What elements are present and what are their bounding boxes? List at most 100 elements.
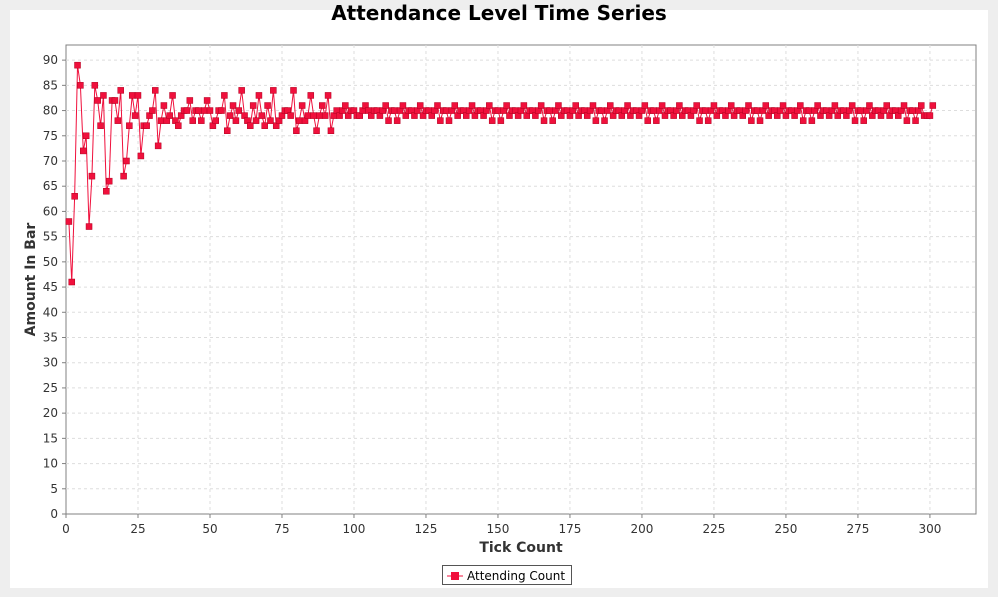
data-point (304, 112, 312, 119)
data-point (555, 102, 562, 109)
series-markers (65, 61, 937, 286)
data-point (727, 102, 735, 109)
data-point (745, 102, 752, 109)
data-point (748, 117, 755, 124)
data-point (258, 112, 266, 119)
data-point (592, 117, 600, 124)
data-point (296, 117, 303, 124)
y-tick-label: 0 (50, 507, 58, 521)
data-point (232, 117, 240, 124)
data-point (298, 102, 306, 109)
data-point (808, 117, 816, 124)
data-point (866, 102, 873, 109)
data-point (520, 102, 528, 109)
data-point (753, 107, 761, 114)
y-tick-label: 15 (43, 431, 58, 445)
data-point (198, 117, 205, 124)
data-point (195, 107, 202, 114)
y-tick-label: 60 (43, 204, 58, 218)
data-point (183, 107, 191, 114)
data-point (814, 102, 821, 109)
data-point (206, 107, 214, 114)
data-point (702, 107, 709, 114)
data-point (442, 107, 450, 114)
data-point (307, 92, 315, 99)
data-point (134, 92, 142, 99)
y-tick-label: 30 (43, 356, 58, 370)
data-point (160, 102, 168, 109)
data-point (704, 117, 712, 124)
data-point (851, 117, 859, 124)
data-point (149, 107, 156, 114)
data-point (926, 112, 934, 119)
data-point (316, 112, 323, 119)
y-tick-label: 5 (50, 482, 58, 496)
data-point (235, 107, 243, 114)
data-point (157, 117, 165, 124)
data-point (321, 112, 329, 119)
data-point (94, 97, 101, 104)
chart-title: Attendance Level Time Series (331, 1, 667, 25)
x-tick-label: 0 (62, 522, 70, 536)
data-point (653, 117, 660, 124)
data-point (641, 102, 649, 109)
x-tick-label: 150 (487, 522, 510, 536)
data-point (169, 92, 176, 99)
x-tick-label: 225 (702, 522, 725, 536)
x-tick-label: 50 (202, 522, 217, 536)
x-tick-label: 275 (846, 522, 869, 536)
data-point (601, 117, 608, 124)
data-point (488, 117, 496, 124)
data-point (799, 117, 807, 124)
x-tick-label: 25 (130, 522, 145, 536)
data-point (137, 152, 145, 160)
y-tick-label: 25 (43, 381, 58, 395)
data-point (494, 107, 502, 114)
data-point (310, 112, 317, 119)
data-point (120, 172, 127, 180)
data-point (676, 102, 683, 109)
data-point (549, 117, 556, 124)
legend: Attending Count (442, 565, 573, 585)
data-point (445, 117, 453, 124)
data-point (270, 87, 277, 94)
data-point (186, 97, 194, 104)
data-point (434, 102, 441, 109)
data-point (152, 87, 159, 94)
data-point (229, 102, 237, 109)
y-tick-label: 50 (43, 255, 58, 269)
y-tick-label: 35 (43, 330, 58, 344)
data-point (779, 102, 787, 109)
y-tick-label: 40 (43, 305, 58, 319)
data-point (497, 117, 505, 124)
data-point (503, 102, 510, 109)
data-point (114, 117, 122, 124)
data-point (342, 102, 349, 109)
data-point (80, 147, 87, 155)
data-point (756, 117, 764, 124)
data-point (918, 102, 925, 109)
data-point (212, 117, 219, 124)
data-point (857, 107, 865, 114)
data-point (128, 92, 136, 99)
data-point (929, 102, 937, 109)
data-point (252, 117, 260, 124)
data-point (324, 92, 332, 99)
data-point (693, 102, 700, 109)
x-tick-label: 300 (918, 522, 941, 536)
data-point (437, 117, 444, 124)
y-tick-label: 10 (43, 457, 58, 471)
data-point (154, 142, 162, 150)
data-point (117, 87, 124, 94)
x-axis-label: Tick Count (479, 540, 563, 556)
data-point (261, 122, 268, 129)
data-point (762, 102, 770, 109)
y-tick-label: 90 (43, 53, 58, 67)
legend-label: Attending Count (467, 569, 566, 583)
x-tick-label: 200 (630, 522, 653, 536)
data-point (327, 127, 335, 134)
data-point (624, 102, 631, 109)
data-point (287, 112, 294, 119)
data-point (385, 117, 392, 124)
